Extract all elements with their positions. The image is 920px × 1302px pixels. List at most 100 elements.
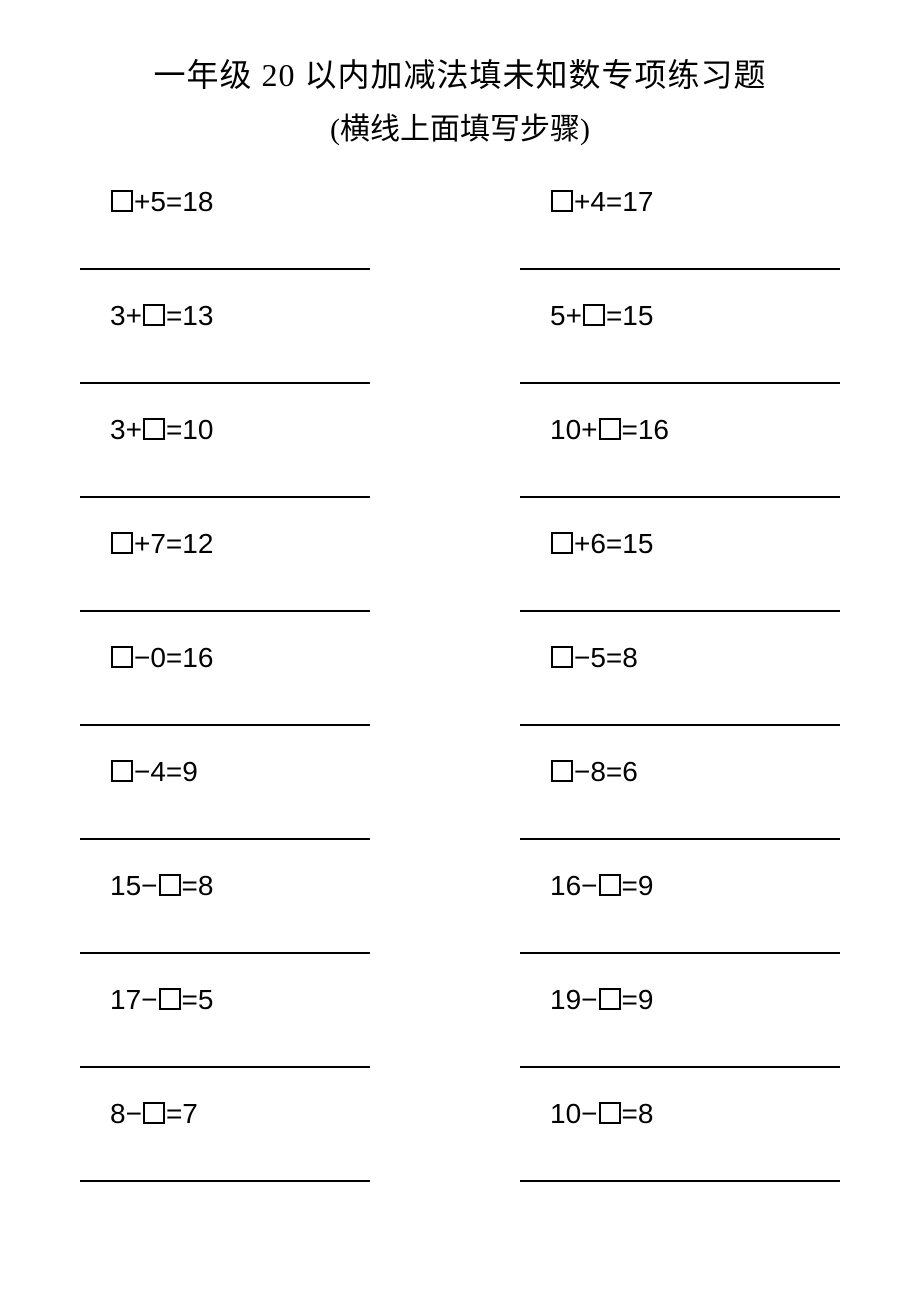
equation: 3+ =13 xyxy=(80,292,400,340)
answer-line xyxy=(80,568,370,612)
answer-line xyxy=(80,340,370,384)
equation-prefix: 10− xyxy=(550,1098,598,1130)
problem-block: −5=8 xyxy=(520,634,840,726)
equation: 19− =9 xyxy=(520,976,840,1024)
answer-line xyxy=(520,796,840,840)
equation-prefix: 15− xyxy=(110,870,158,902)
equation: +7=12 xyxy=(80,520,400,568)
blank-box-icon xyxy=(143,1102,165,1124)
answer-line xyxy=(80,796,370,840)
blank-box-icon xyxy=(111,190,133,212)
equation: 5+ =15 xyxy=(520,292,840,340)
equation-mid: =15 xyxy=(606,300,654,332)
blank-box-icon xyxy=(143,418,165,440)
problem-block: 5+ =15 xyxy=(520,292,840,384)
answer-line xyxy=(520,226,840,270)
equation: −8=6 xyxy=(520,748,840,796)
equation-mid: =10 xyxy=(166,414,214,446)
blank-box-icon xyxy=(551,760,573,782)
problem-block: −0=16 xyxy=(80,634,400,726)
blank-box-icon xyxy=(583,304,605,326)
problem-block: 3+ =10 xyxy=(80,406,400,498)
equation: −5=8 xyxy=(520,634,840,682)
equation-prefix: 3+ xyxy=(110,414,142,446)
answer-line xyxy=(80,454,370,498)
equation-prefix: 8− xyxy=(110,1098,142,1130)
equation: 10− =8 xyxy=(520,1090,840,1138)
page-subtitle: (横线上面填写步骤) xyxy=(80,104,840,148)
equation: 16− =9 xyxy=(520,862,840,910)
equation-mid: =16 xyxy=(622,414,670,446)
equation-prefix: 5+ xyxy=(550,300,582,332)
problem-block: 16− =9 xyxy=(520,862,840,954)
problem-block: +6=15 xyxy=(520,520,840,612)
blank-box-icon xyxy=(551,190,573,212)
page-title: 一年级 20 以内加减法填未知数专项练习题 xyxy=(80,50,840,96)
problem-block: 10− =8 xyxy=(520,1090,840,1182)
blank-box-icon xyxy=(111,760,133,782)
equation-prefix: 19− xyxy=(550,984,598,1016)
equation-mid: +4=17 xyxy=(574,186,653,218)
problem-block: +7=12 xyxy=(80,520,400,612)
problem-block: 19− =9 xyxy=(520,976,840,1068)
blank-box-icon xyxy=(599,874,621,896)
problem-block: +4=17 xyxy=(520,178,840,270)
blank-box-icon xyxy=(599,988,621,1010)
blank-box-icon xyxy=(551,646,573,668)
answer-line xyxy=(520,568,840,612)
equation-mid: −4=9 xyxy=(134,756,198,788)
answer-line xyxy=(80,1024,370,1068)
answer-line xyxy=(520,1024,840,1068)
problem-block: −8=6 xyxy=(520,748,840,840)
equation-mid: +7=12 xyxy=(134,528,213,560)
answer-line xyxy=(80,226,370,270)
equation-mid: =8 xyxy=(622,1098,654,1130)
blank-box-icon xyxy=(159,988,181,1010)
equation-mid: −5=8 xyxy=(574,642,638,674)
answer-line xyxy=(520,340,840,384)
equation: −4=9 xyxy=(80,748,400,796)
equation: 10+ =16 xyxy=(520,406,840,454)
equation-mid: =7 xyxy=(166,1098,198,1130)
blank-box-icon xyxy=(159,874,181,896)
equation: 3+ =10 xyxy=(80,406,400,454)
answer-line xyxy=(520,1138,840,1182)
equation: +5=18 xyxy=(80,178,400,226)
equation-mid: −8=6 xyxy=(574,756,638,788)
problem-block: 15− =8 xyxy=(80,862,400,954)
problem-block: +5=18 xyxy=(80,178,400,270)
problem-block: 17− =5 xyxy=(80,976,400,1068)
equation-prefix: 3+ xyxy=(110,300,142,332)
problem-block: 10+ =16 xyxy=(520,406,840,498)
blank-box-icon xyxy=(599,418,621,440)
equation: 8− =7 xyxy=(80,1090,400,1138)
equation-prefix: 10+ xyxy=(550,414,598,446)
equation: −0=16 xyxy=(80,634,400,682)
equation-mid: =8 xyxy=(182,870,214,902)
blank-box-icon xyxy=(111,532,133,554)
blank-box-icon xyxy=(551,532,573,554)
equation-mid: =5 xyxy=(182,984,214,1016)
equation-prefix: 17− xyxy=(110,984,158,1016)
answer-line xyxy=(520,682,840,726)
equation-mid: +6=15 xyxy=(574,528,653,560)
answer-line xyxy=(520,454,840,498)
equation: +6=15 xyxy=(520,520,840,568)
problem-block: 8− =7 xyxy=(80,1090,400,1182)
worksheet-grid: +5=18 +4=17 3+ =13 5+ =15 3+ =1 xyxy=(80,178,840,1204)
blank-box-icon xyxy=(111,646,133,668)
equation-mid: =13 xyxy=(166,300,214,332)
equation-mid: +5=18 xyxy=(134,186,213,218)
equation-prefix: 16− xyxy=(550,870,598,902)
answer-line xyxy=(80,682,370,726)
equation-mid: =9 xyxy=(622,984,654,1016)
answer-line xyxy=(520,910,840,954)
equation: 15− =8 xyxy=(80,862,400,910)
answer-line xyxy=(80,1138,370,1182)
problem-block: 3+ =13 xyxy=(80,292,400,384)
problem-block: −4=9 xyxy=(80,748,400,840)
blank-box-icon xyxy=(143,304,165,326)
equation: +4=17 xyxy=(520,178,840,226)
blank-box-icon xyxy=(599,1102,621,1124)
answer-line xyxy=(80,910,370,954)
